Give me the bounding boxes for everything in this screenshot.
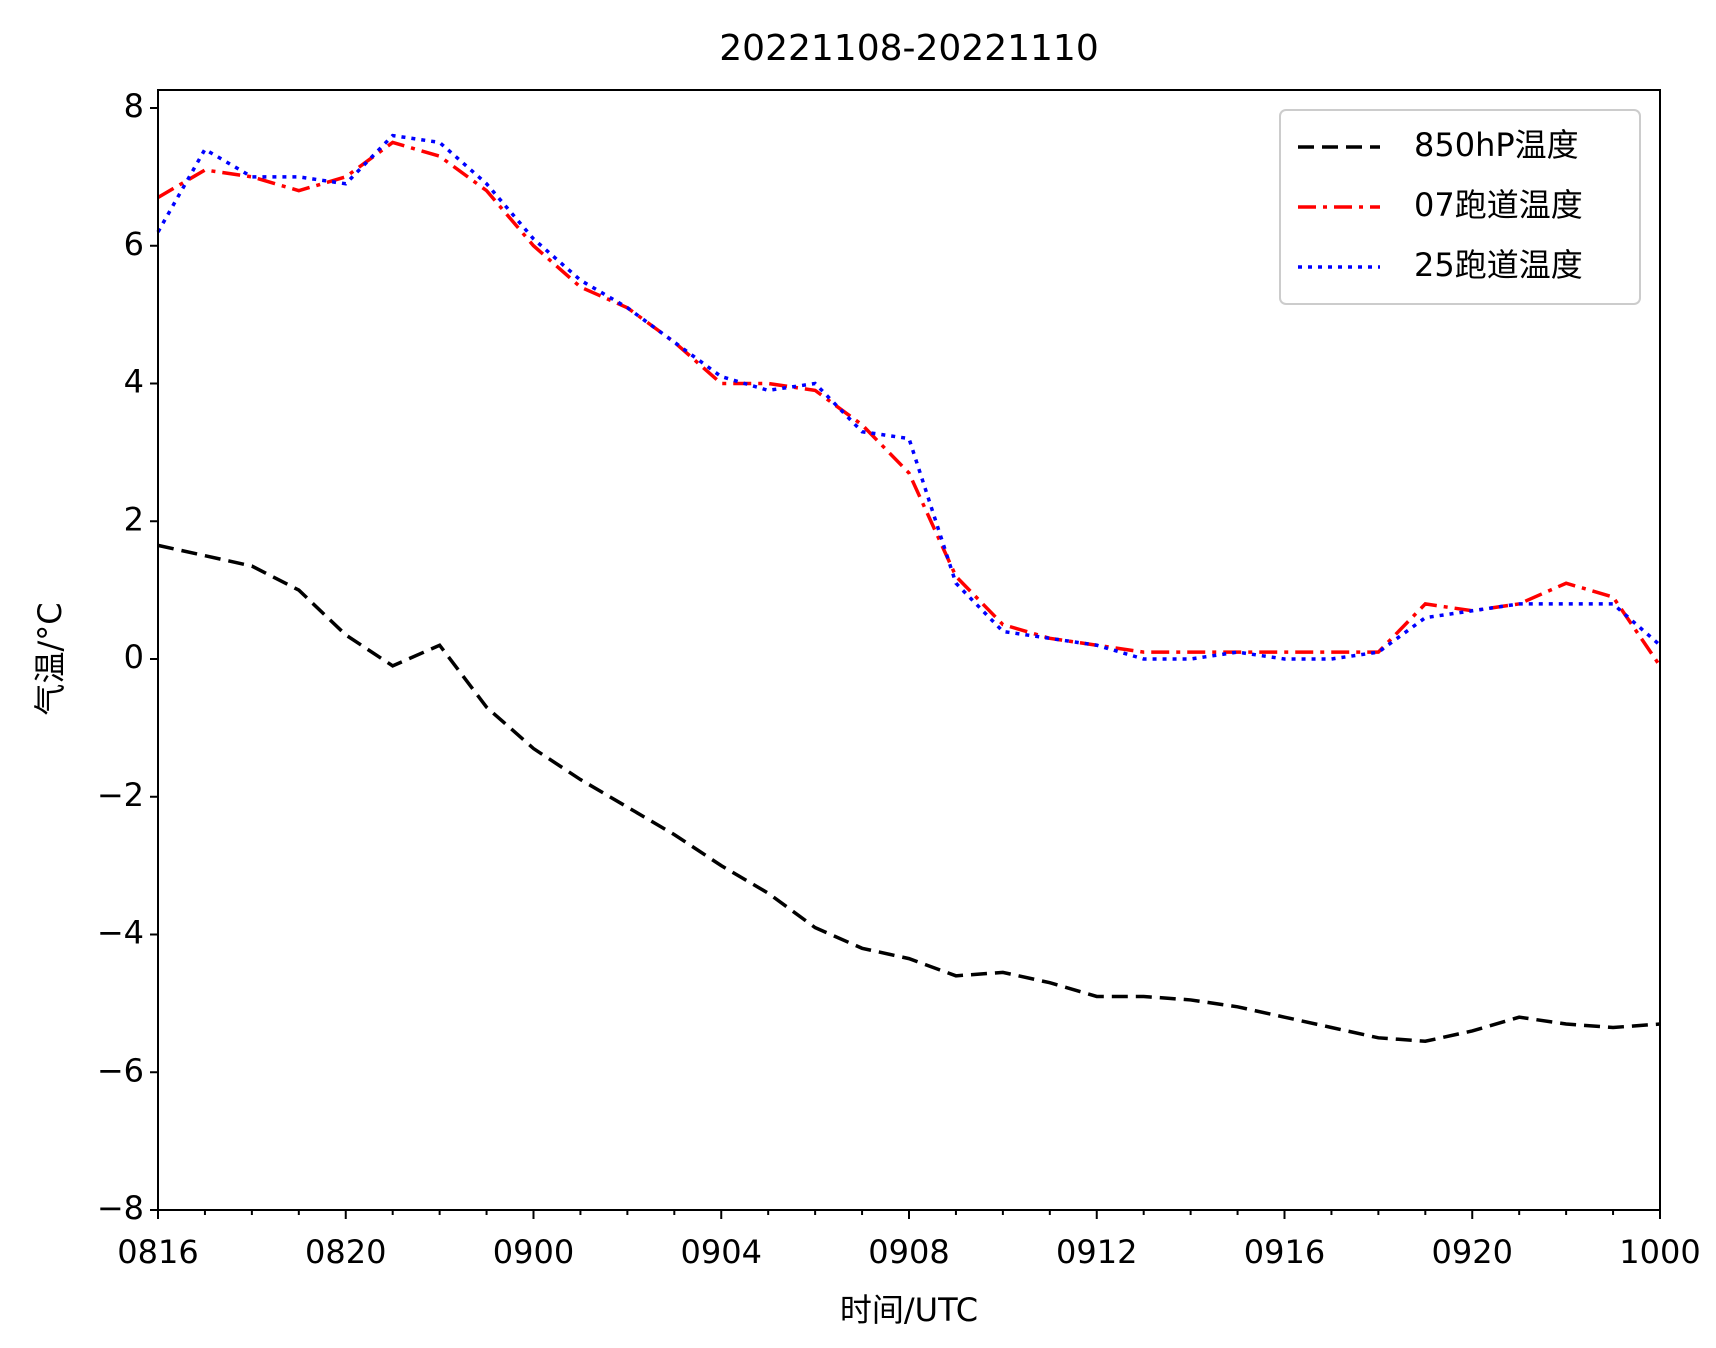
x-tick-label: 0904 — [681, 1233, 762, 1271]
y-axis-label: 气温/°C — [31, 602, 69, 715]
x-tick-label: 0908 — [868, 1233, 949, 1271]
legend-label: 07跑道温度 — [1414, 186, 1583, 224]
x-tick-label: 0900 — [493, 1233, 574, 1271]
legend-box — [1279, 109, 1641, 305]
series-line — [157, 543, 1661, 1044]
y-tick-label: 4 — [124, 363, 144, 401]
x-tick-label: 0816 — [117, 1233, 198, 1271]
y-tick-label: 8 — [124, 87, 144, 125]
y-tick-label: 6 — [124, 225, 144, 263]
chart-title: 20221108-20221110 — [719, 28, 1098, 69]
x-tick-label: 0912 — [1056, 1233, 1137, 1271]
y-tick-label: 0 — [124, 638, 144, 676]
legend-label: 25跑道温度 — [1414, 246, 1583, 284]
y-tick-label: −2 — [97, 776, 144, 814]
x-tick-label: 0820 — [305, 1233, 386, 1271]
x-axis-label: 时间/UTC — [840, 1291, 978, 1329]
legend-label: 850hP温度 — [1414, 126, 1579, 164]
series-line — [157, 140, 1662, 667]
x-tick-label: 1000 — [1619, 1233, 1700, 1271]
y-tick-label: −6 — [97, 1051, 144, 1089]
legend: 850hP温度 07跑道温度 25跑道温度 — [1279, 109, 1641, 305]
y-tick-label: 2 — [124, 500, 144, 538]
y-tick-label: −4 — [97, 914, 144, 952]
x-tick-label: 0916 — [1244, 1233, 1325, 1271]
x-tick-label: 0920 — [1432, 1233, 1513, 1271]
plot-frame — [157, 89, 1661, 1211]
y-tick-label: −8 — [97, 1189, 144, 1227]
